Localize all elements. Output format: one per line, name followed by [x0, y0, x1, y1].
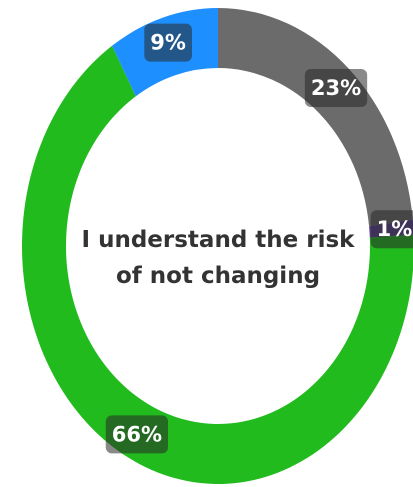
data-label-box [105, 415, 169, 454]
donut-segment [218, 8, 413, 227]
center-label: I understand the risk of not changing [81, 227, 355, 289]
data-label: 1% [377, 217, 413, 241]
data-label: 66% [112, 422, 162, 446]
data-label: 23% [311, 76, 361, 100]
data-label-box [370, 210, 413, 249]
data-label: 9% [150, 31, 186, 55]
data-label-box [304, 69, 368, 108]
data-label-box [144, 23, 192, 62]
